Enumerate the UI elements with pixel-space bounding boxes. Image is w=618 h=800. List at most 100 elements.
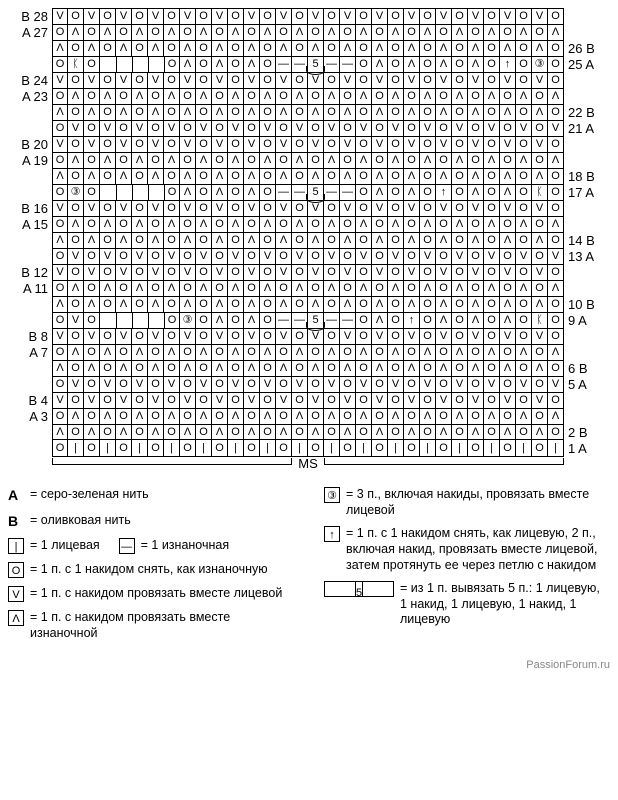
chart-cell: O <box>100 265 116 281</box>
chart-cell: O <box>452 73 468 89</box>
chart-cell: O <box>420 265 436 281</box>
chart-cell: O <box>356 361 372 377</box>
chart-cell: O <box>372 217 388 233</box>
chart-cell: O <box>404 121 420 137</box>
ms-label: MS <box>292 456 324 471</box>
chart-cell: O <box>452 329 468 345</box>
chart-cell: O <box>52 313 68 329</box>
chart-cell: | <box>452 440 468 456</box>
chart-cell: V <box>388 121 404 137</box>
row-right-label: 14 B <box>564 233 608 248</box>
chart-cell: O <box>276 440 292 456</box>
chart-cell: Λ <box>516 345 532 361</box>
chart-cell: O <box>100 137 116 153</box>
chart-cell: Λ <box>500 313 516 329</box>
chart-cell: Λ <box>420 217 436 233</box>
chart-cell: O <box>452 57 468 73</box>
chart-cell: O <box>212 121 228 137</box>
chart-cell: V <box>532 329 548 345</box>
chart-cell: Λ <box>212 105 228 121</box>
chart-row: A 27OΛOΛOΛOΛOΛOΛOΛOΛOΛOΛOΛOΛOΛOΛOΛOΛ <box>8 24 608 40</box>
chart-cell: O <box>420 137 436 153</box>
chart-cell: O <box>84 249 100 265</box>
chart-cell: V <box>324 377 340 393</box>
chart-cell: O <box>452 393 468 409</box>
chart-cell: V <box>212 329 228 345</box>
chart-cell: Λ <box>500 297 516 313</box>
chart-cell: O <box>100 105 116 121</box>
chart-cell: Λ <box>372 313 388 329</box>
chart-cell: Λ <box>228 25 244 41</box>
chart-cell: O <box>468 409 484 425</box>
chart-cell: O <box>228 233 244 249</box>
chart-cell: O <box>116 217 132 233</box>
chart-cell: Λ <box>532 105 548 121</box>
chart-cell: O <box>356 137 372 153</box>
chart-cell: O <box>420 185 436 201</box>
chart-cell: Λ <box>436 425 452 441</box>
chart-cell: — <box>340 313 356 329</box>
chart-cell: O <box>116 89 132 105</box>
chart-row: OVOVOVOVOVOVOVOVOVOVOVOVOVOVOVOV21 A <box>8 120 608 136</box>
chart-cell: O <box>484 57 500 73</box>
chart-cell: V <box>340 137 356 153</box>
chart-cell: O <box>260 393 276 409</box>
row-left-label: A 3 <box>8 409 52 424</box>
chart-cell: O <box>468 377 484 393</box>
chart-cell: Λ <box>324 345 340 361</box>
chart-cell: Λ <box>388 217 404 233</box>
chart-cell: Λ <box>84 41 100 57</box>
chart-cell: Λ <box>244 233 260 249</box>
chart-cell: Λ <box>260 281 276 297</box>
chart-cell: O <box>100 297 116 313</box>
chart-cell: V <box>468 265 484 281</box>
row-left-label: A 7 <box>8 345 52 360</box>
chart-cell: O <box>388 329 404 345</box>
chart-cell: V <box>244 137 260 153</box>
chart-cell: O <box>260 425 276 441</box>
chart-cell: O <box>196 137 212 153</box>
chart-cell: Λ <box>244 105 260 121</box>
chart-cell: V <box>260 249 276 265</box>
chart-cell: O <box>308 249 324 265</box>
row-right-label: 22 B <box>564 105 608 120</box>
chart-cell: Λ <box>244 41 260 57</box>
chart-row: ΛOΛOΛOΛOΛOΛOΛOΛOΛOΛOΛOΛOΛOΛOΛOΛO18 B <box>8 168 608 184</box>
chart-cell: O <box>212 217 228 233</box>
chart-cell: O <box>292 73 308 89</box>
chart-row: B 4VOVOVOVOVOVOVOVOVOVOVOVOVOVOVOVO <box>8 392 608 408</box>
row-left-label: B 24 <box>8 73 52 88</box>
chart-cell: Λ <box>356 25 372 41</box>
chart-cell: | <box>196 440 212 456</box>
chart-cell: O <box>100 9 116 25</box>
chart-cell: O <box>324 425 340 441</box>
chart-cell: ③ <box>68 185 84 201</box>
chart-cell: O <box>548 265 564 281</box>
chart-cell: O <box>468 25 484 41</box>
chart-cell: Λ <box>244 313 260 329</box>
chart-cell: | <box>484 440 500 456</box>
chart-cell: Λ <box>244 185 260 201</box>
chart-cell: Λ <box>372 297 388 313</box>
chart-cell: O <box>52 121 68 137</box>
chart-cell: O <box>180 25 196 41</box>
chart-cell: O <box>356 233 372 249</box>
chart-cell: O <box>484 233 500 249</box>
chart-cell: O <box>164 297 180 313</box>
chart-cell: Λ <box>276 105 292 121</box>
chart-cell: O <box>452 201 468 217</box>
chart-cell <box>148 313 164 329</box>
chart-cell: — <box>292 313 308 329</box>
chart-cell: O <box>228 9 244 25</box>
chart-cell: V <box>404 329 420 345</box>
chart-cell: ↑ <box>500 57 516 73</box>
chart-cell: V <box>276 137 292 153</box>
chart-cell: O <box>484 265 500 281</box>
chart-cell: O <box>468 153 484 169</box>
legend-m5-text: = из 1 п. вывязать 5 п.: 1 лицевую, 1 на… <box>400 581 610 628</box>
chart-cell: V <box>308 265 324 281</box>
chart-cell: V <box>404 393 420 409</box>
chart-cell: O <box>292 137 308 153</box>
chart-cell: Λ <box>84 425 100 441</box>
chart-cell: O <box>228 73 244 89</box>
